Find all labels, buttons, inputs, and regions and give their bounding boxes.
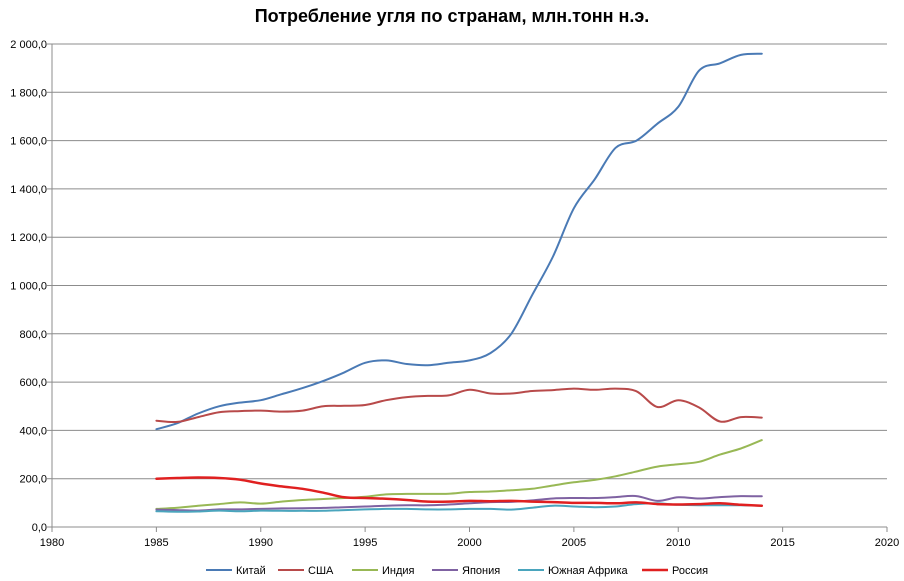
legend-item: Япония	[432, 565, 500, 577]
legend-label: Россия	[672, 565, 708, 577]
y-tick-label: 0,0	[32, 522, 47, 534]
x-tick-label: 2000	[457, 537, 481, 549]
legend-item: Индия	[352, 565, 415, 577]
series-line-6	[155, 476, 764, 507]
x-tick-label: 1995	[353, 537, 377, 549]
series-line-2	[155, 387, 763, 424]
series-line-3	[155, 439, 763, 510]
series-line-4	[155, 494, 763, 512]
x-tick-label: 1990	[249, 537, 273, 549]
legend-label: США	[308, 565, 334, 577]
legend-label: Индия	[382, 565, 415, 577]
chart-title: Потребление угля по странам, млн.тонн н.…	[255, 6, 650, 26]
y-tick-label: 2 000,0	[10, 39, 47, 51]
legend-label: Китай	[236, 565, 266, 577]
y-tick-label: 1 600,0	[10, 136, 47, 148]
y-tick-label: 1 200,0	[10, 232, 47, 244]
x-tick-label: 2005	[562, 537, 586, 549]
legend-item: Китай	[206, 565, 266, 577]
legend-item: США	[278, 565, 334, 577]
y-tick-label: 1 400,0	[10, 184, 47, 196]
y-tick-label: 400,0	[19, 425, 47, 437]
series-layer	[155, 52, 764, 513]
series-line-1	[155, 52, 763, 431]
x-tick-label: 1980	[40, 537, 64, 549]
legend-item: Южная Африка	[518, 565, 629, 577]
x-tick-label: 2010	[666, 537, 690, 549]
x-tick-label: 2015	[770, 537, 794, 549]
axis-layer: 0,0 200,0 400,0 600,0 800,0 1 000,0 1 200,0 1 4…	[10, 39, 899, 549]
legend-item: Россия	[642, 565, 708, 577]
y-tick-label: 800,0	[19, 329, 47, 341]
y-tick-label: 200,0	[19, 474, 47, 486]
legend: Китай США Индия Япония Южная Африка Россия	[206, 565, 708, 577]
y-tick-label: 1 800,0	[10, 87, 47, 99]
legend-label: Южная Африка	[548, 565, 629, 577]
x-tick-label: 1985	[144, 537, 168, 549]
y-tick-label: 600,0	[19, 377, 47, 389]
y-tick-label: 1 000,0	[10, 281, 47, 293]
x-tick-label: 2020	[875, 537, 899, 549]
grid-layer	[52, 43, 887, 480]
legend-label: Япония	[462, 565, 500, 577]
